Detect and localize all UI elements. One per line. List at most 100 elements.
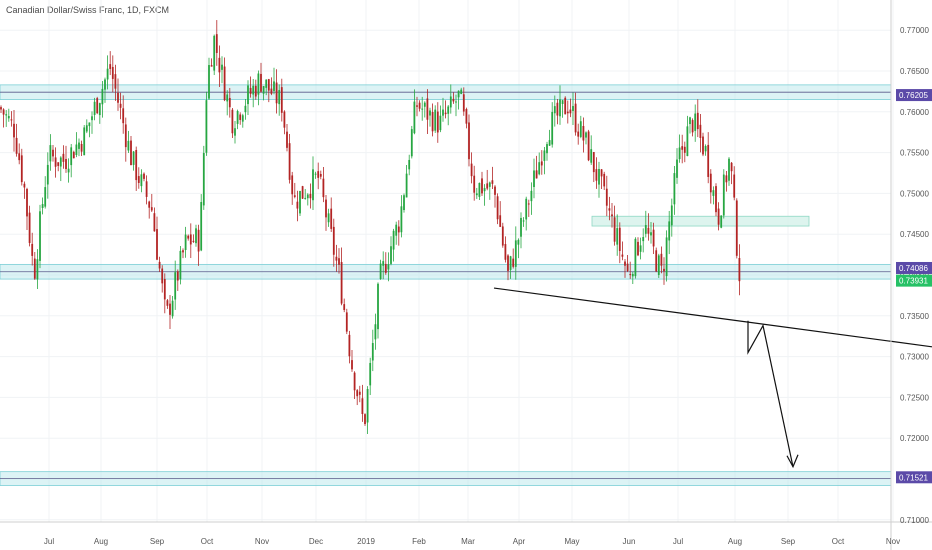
candle-body [611,214,613,217]
x-tick-label: Oct [832,537,845,546]
candle-body [702,136,704,155]
candle-body [631,274,634,277]
candle-body [80,143,83,152]
candle-body [70,147,73,166]
x-tick-label: Aug [94,537,108,546]
candle-body [371,343,374,361]
candle-body [566,111,569,114]
candle-body [543,150,546,161]
candle-body [0,107,2,110]
candle-body [533,170,535,188]
candle-body [579,121,582,137]
candle-body [725,175,728,183]
candle-body [275,82,278,104]
candle-body [738,257,741,282]
candle-body [176,271,179,281]
candle-body [197,229,200,252]
candle-body [145,181,148,197]
candle-body [218,57,221,73]
candle-body [642,237,645,242]
x-tick-label: Sep [150,537,165,546]
candle-body [426,98,429,120]
candle-body [605,188,608,206]
candle-body [169,303,171,315]
candle-body [431,112,434,132]
candle-body [447,106,450,114]
candle-body [327,213,330,223]
candle-body [18,153,21,161]
x-tick-label: Dec [309,537,323,546]
candle-body [509,256,512,270]
price-badge-label: 0.74086 [899,264,928,273]
projection-path[interactable] [747,320,794,467]
candle-body [286,131,288,148]
candle-body [312,169,314,201]
candle-body [135,150,138,181]
candle-body [280,87,283,113]
x-tick-label: 2019 [357,537,375,546]
candle-body [707,144,710,177]
candle-body [572,106,574,111]
candle-body [483,188,486,192]
candle-body [98,103,101,116]
candle-body [530,190,533,202]
candle-body [78,142,80,149]
x-axis-ticks: Jul Aug Sep Oct Nov Dec 2019 Feb Mar Apr May Jun Jul… [44,537,900,546]
candle-body [239,114,242,120]
candle-body [117,92,119,103]
candle-body [538,162,541,175]
candle-body [517,239,520,245]
candle-body [262,86,265,94]
candle-body [236,110,239,124]
candle-body [62,153,65,162]
candle-body [358,391,361,395]
candle-body [184,234,187,250]
candle-body [231,109,234,134]
candle-body [512,258,515,267]
candle-body [561,100,564,104]
trendline[interactable] [493,287,932,348]
candle-body [171,300,174,317]
candle-body [730,162,733,172]
candle-body [624,261,626,266]
candle-body [439,115,442,131]
candle-body [67,168,70,173]
arrow-head [786,454,799,469]
candles [0,20,741,435]
candle-body [366,389,369,423]
candle-body [54,157,57,167]
price-badge-label: 0.76205 [899,91,928,100]
price-badge [896,471,932,484]
candle-body [46,164,49,185]
candle-body [452,98,455,102]
candle-body [195,228,197,244]
candle-body [26,188,28,217]
candle-body [650,232,652,236]
candle-body [106,68,109,80]
candle-body [709,173,712,193]
candle-body [124,124,127,148]
candle-body [252,85,255,95]
candle-body [2,109,5,115]
x-tick-label: Feb [412,537,426,546]
candle-body [486,183,489,189]
candle-body [676,159,678,178]
candle-body [31,243,34,256]
x-tick-label: Jul [44,537,54,546]
candle-body [556,102,559,116]
candle-body [728,158,730,181]
candle-body [265,79,268,88]
candle-body [322,178,325,198]
candle-body [553,106,556,114]
candle-body [317,171,320,178]
candle-body [478,182,481,197]
candle-body [733,174,736,198]
candle-body [140,174,143,187]
candle-body [488,182,491,187]
candle-body [143,173,145,179]
candle-body [200,202,203,251]
candle-body [10,119,13,121]
candle-body [119,103,122,108]
consolidation-zone [591,215,810,227]
